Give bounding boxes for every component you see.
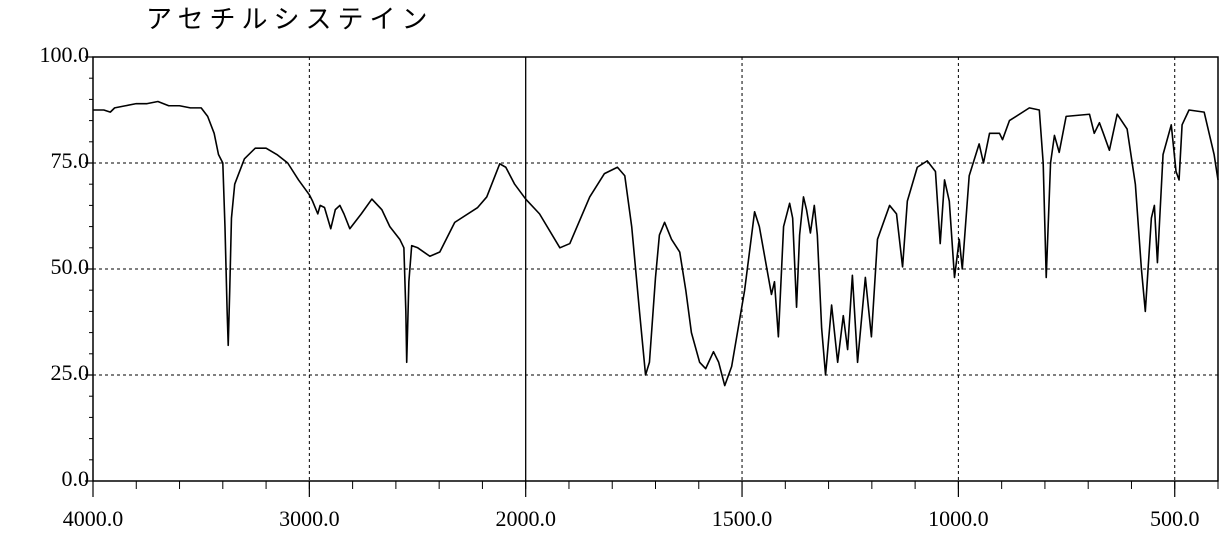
- chart-title: アセチルシステイン: [146, 5, 433, 34]
- spectrum-line: [93, 100, 1219, 387]
- x-tick-label: 3000.0: [279, 506, 340, 531]
- x-tick-label: 1000.0: [928, 506, 989, 531]
- y-tick-label: 0.0: [62, 466, 90, 491]
- x-tick-label: 500.0: [1150, 506, 1200, 531]
- y-tick-label: 50.0: [51, 254, 90, 279]
- x-tick-label: 1500.0: [712, 506, 773, 531]
- y-tick-label: 25.0: [51, 360, 90, 385]
- y-tick-label: 75.0: [51, 148, 90, 173]
- plot-frame: [92, 56, 1219, 482]
- y-tick-label: 100.0: [40, 42, 90, 67]
- x-tick-label: 4000.0: [63, 506, 124, 531]
- x-tick-label: 2000.0: [495, 506, 556, 531]
